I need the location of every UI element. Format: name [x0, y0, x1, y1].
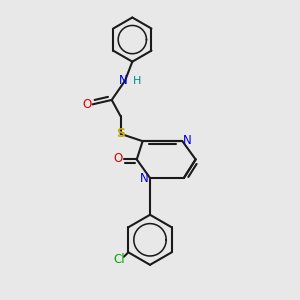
- Text: S: S: [116, 127, 125, 140]
- Text: O: O: [113, 152, 122, 165]
- Text: O: O: [82, 98, 91, 111]
- Text: N: N: [183, 134, 192, 147]
- Text: N: N: [140, 172, 149, 185]
- Text: H: H: [133, 76, 142, 86]
- Text: Cl: Cl: [114, 253, 125, 266]
- Text: N: N: [119, 74, 128, 87]
